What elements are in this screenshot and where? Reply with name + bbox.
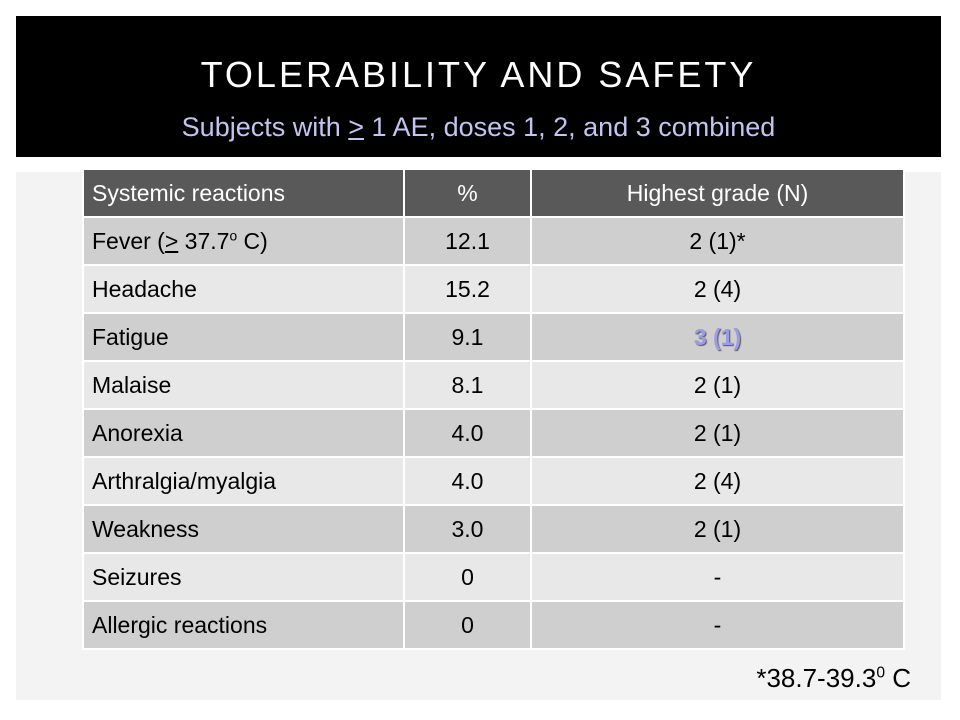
table-row: Anorexia 4.0 2 (1) [82, 408, 905, 458]
grade-cell: - [530, 552, 905, 602]
reaction-cell: Headache [82, 264, 405, 314]
title-bar [16, 16, 941, 157]
reaction-cell: Anorexia [82, 408, 405, 458]
header-percent: % [403, 168, 532, 218]
reaction-cell: Allergic reactions [82, 600, 405, 650]
grade-cell: - [530, 600, 905, 650]
grade-cell: 2 (1) [530, 504, 905, 554]
reaction-symbol: > [164, 227, 179, 254]
table-row: Arthralgia/myalgia 4.0 2 (4) [82, 456, 905, 506]
percent-cell: 15.2 [403, 264, 532, 314]
table-row: Seizures 0 - [82, 552, 905, 602]
table-row: Fatigue 9.1 3 (1) [82, 312, 905, 362]
table-row: Fever (> 37.7o C) 12.1 2 (1)* [82, 216, 905, 266]
grade-cell-highlighted: 3 (1) [530, 312, 905, 362]
percent-cell: 0 [403, 552, 532, 602]
reaction-cell: Fever (> 37.7o C) [82, 216, 405, 266]
slide-title: TOLERABILITY AND SAFETY [200, 54, 757, 95]
header-grade: Highest grade (N) [530, 168, 905, 218]
footnote: *38.7-39.30 C [756, 660, 911, 696]
table-row: Allergic reactions 0 - [82, 600, 905, 650]
reaction-cell: Malaise [82, 360, 405, 410]
percent-cell: 4.0 [403, 408, 532, 458]
subtitle-text-before: Subjects with [181, 112, 349, 142]
percent-cell: 8.1 [403, 360, 532, 410]
reaction-prefix: Fever ( [92, 227, 165, 254]
slide-subtitle: Subjects with > 1 AE, doses 1, 2, and 3 … [16, 110, 941, 144]
reaction-suffix: C) [237, 227, 268, 254]
footnote-text-after: C [885, 663, 911, 693]
grade-cell: 2 (1)* [530, 216, 905, 266]
percent-cell: 9.1 [403, 312, 532, 362]
systemic-reactions-table: Systemic reactions % Highest grade (N) F… [82, 168, 905, 650]
grade-cell: 2 (4) [530, 264, 905, 314]
footnote-superscript: 0 [876, 664, 885, 682]
table-row: Malaise 8.1 2 (1) [82, 360, 905, 410]
reaction-cell: Weakness [82, 504, 405, 554]
reaction-cell: Seizures [82, 552, 405, 602]
grade-cell: 2 (4) [530, 456, 905, 506]
footnote-text-before: *38.7-39.3 [756, 663, 877, 693]
percent-cell: 3.0 [403, 504, 532, 554]
reaction-cell: Fatigue [82, 312, 405, 362]
percent-cell: 4.0 [403, 456, 532, 506]
table-header-row: Systemic reactions % Highest grade (N) [82, 168, 905, 218]
subtitle-symbol: > [348, 112, 365, 142]
table-row: Headache 15.2 2 (4) [82, 264, 905, 314]
reaction-value: 37.7 [178, 227, 230, 254]
grade-cell: 2 (1) [530, 408, 905, 458]
subtitle-text-after: 1 AE, doses 1, 2, and 3 combined [364, 112, 776, 142]
reaction-cell: Arthralgia/myalgia [82, 456, 405, 506]
percent-cell: 0 [403, 600, 532, 650]
percent-cell: 12.1 [403, 216, 532, 266]
table-row: Weakness 3.0 2 (1) [82, 504, 905, 554]
header-reaction: Systemic reactions [82, 168, 405, 218]
grade-cell: 2 (1) [530, 360, 905, 410]
highlighted-grade: 3 (1) [693, 323, 742, 350]
reaction-superscript: o [229, 228, 238, 244]
